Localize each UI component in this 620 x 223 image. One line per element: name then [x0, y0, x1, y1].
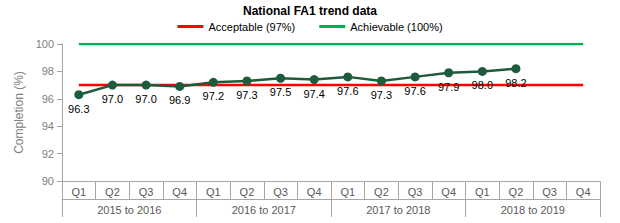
svg-text:96: 96 [42, 93, 54, 105]
svg-text:90: 90 [42, 175, 54, 187]
svg-text:96.3: 96.3 [68, 103, 89, 115]
svg-text:Achievable (100%): Achievable (100%) [350, 21, 442, 33]
svg-text:96.9: 96.9 [169, 94, 190, 106]
svg-text:National FA1 trend data: National FA1 trend data [243, 4, 377, 18]
svg-text:Q1: Q1 [340, 186, 355, 198]
svg-text:98.0: 98.0 [472, 79, 493, 91]
svg-text:Completion (%): Completion (%) [12, 71, 26, 154]
svg-text:Q1: Q1 [206, 186, 221, 198]
svg-text:98: 98 [42, 65, 54, 77]
svg-text:100: 100 [36, 38, 54, 50]
svg-text:97.0: 97.0 [102, 93, 123, 105]
svg-text:Q3: Q3 [273, 186, 288, 198]
svg-text:98.2: 98.2 [505, 77, 526, 89]
svg-text:Q3: Q3 [542, 186, 557, 198]
svg-text:Q4: Q4 [172, 186, 187, 198]
svg-text:97.6: 97.6 [337, 85, 358, 97]
svg-text:Q3: Q3 [408, 186, 423, 198]
svg-text:2017 to 2018: 2017 to 2018 [366, 204, 430, 216]
svg-text:97.6: 97.6 [404, 85, 425, 97]
svg-text:2018 to 2019: 2018 to 2019 [501, 204, 565, 216]
svg-text:97.5: 97.5 [270, 86, 291, 98]
svg-text:97.2: 97.2 [203, 90, 224, 102]
svg-text:Q4: Q4 [576, 186, 591, 198]
svg-text:97.0: 97.0 [135, 93, 156, 105]
svg-text:2015 to 2016: 2015 to 2016 [97, 204, 161, 216]
svg-text:Acceptable (97%): Acceptable (97%) [208, 21, 295, 33]
svg-text:Q1: Q1 [71, 186, 86, 198]
svg-text:Q2: Q2 [509, 186, 524, 198]
svg-text:97.9: 97.9 [438, 81, 459, 93]
svg-text:97.3: 97.3 [371, 89, 392, 101]
svg-text:2016 to 2017: 2016 to 2017 [232, 204, 296, 216]
svg-text:97.3: 97.3 [236, 89, 257, 101]
svg-text:Q4: Q4 [307, 186, 322, 198]
svg-text:Q2: Q2 [374, 186, 389, 198]
svg-text:Q2: Q2 [240, 186, 255, 198]
svg-text:Q3: Q3 [139, 186, 154, 198]
svg-text:Q4: Q4 [441, 186, 456, 198]
svg-text:94: 94 [42, 120, 54, 132]
svg-text:97.4: 97.4 [303, 88, 324, 100]
svg-text:Q1: Q1 [475, 186, 490, 198]
svg-text:92: 92 [42, 148, 54, 160]
svg-text:Q2: Q2 [105, 186, 120, 198]
